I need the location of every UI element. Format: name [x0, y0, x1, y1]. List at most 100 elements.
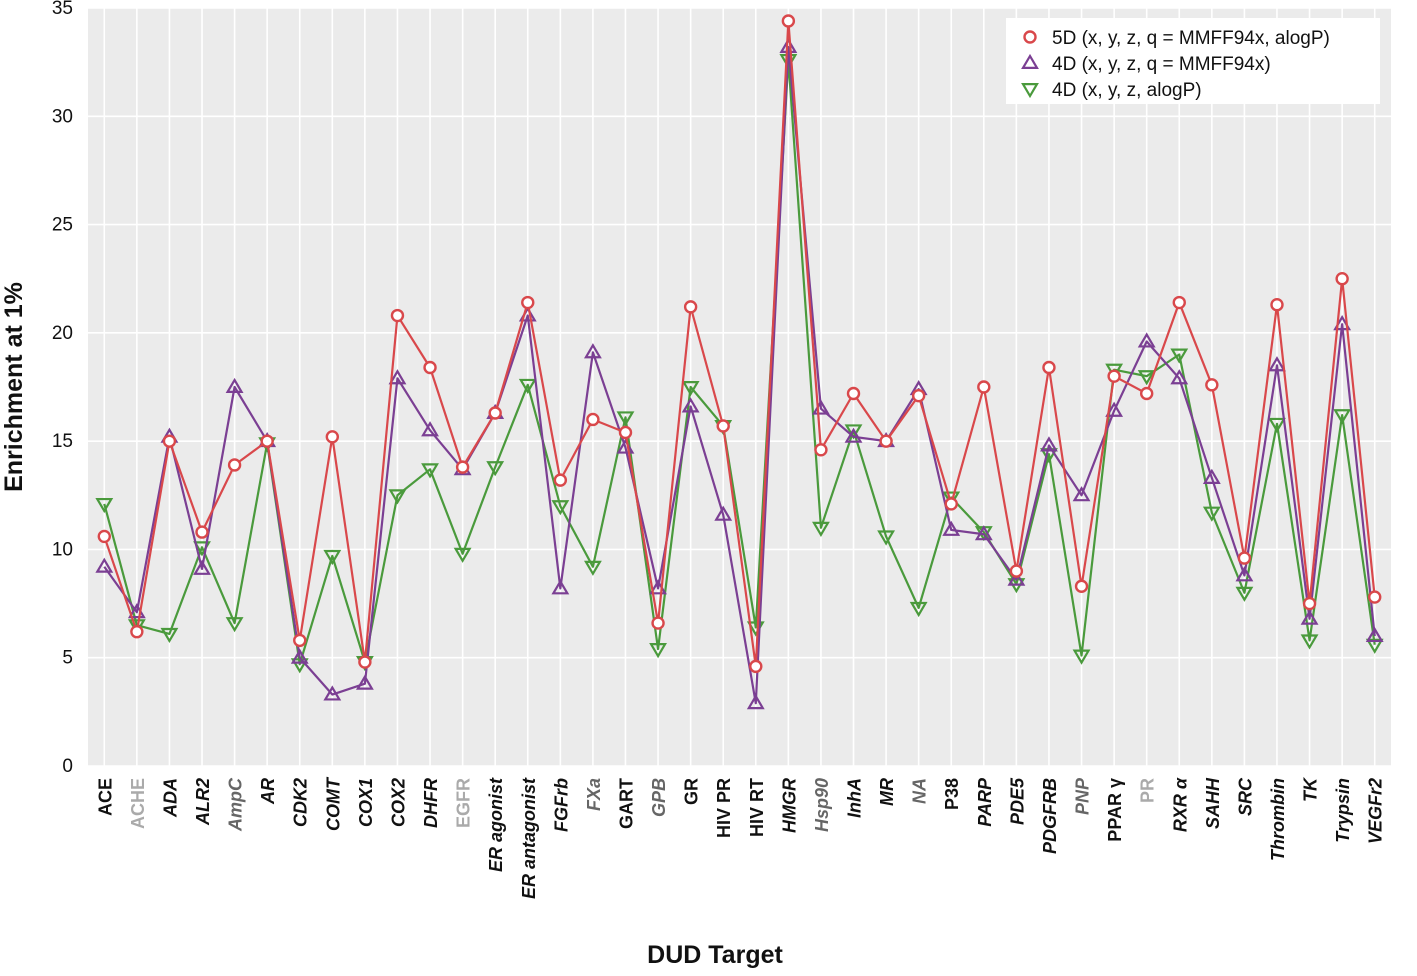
- data-point: [323, 685, 342, 701]
- y-tick-label: 30: [52, 106, 73, 127]
- data-point: [681, 397, 700, 413]
- x-tick-label: DHFR: [421, 778, 441, 828]
- data-point: [486, 461, 505, 477]
- x-tick-label: HMGR: [779, 778, 799, 833]
- x-axis-ticks: ACE ACHE ADA ALR2 AmpC AR CDK2 COMT COX1 COX2 DHFR…: [95, 776, 1385, 899]
- data-point: [1137, 370, 1156, 386]
- data-point: [1302, 596, 1317, 611]
- legend-marker: [1021, 53, 1039, 70]
- x-tick-label: FXa: [584, 778, 604, 811]
- plot-background: [88, 8, 1391, 766]
- x-tick-label: PARP: [975, 777, 995, 827]
- data-point: [97, 529, 111, 544]
- x-tick-label: COMT: [323, 776, 343, 831]
- y-tick-label: 20: [52, 323, 73, 344]
- data-point: [162, 434, 177, 448]
- x-tick-label: ACHE: [128, 778, 148, 829]
- legend-label: 4D (x, y, z, q = MMFF94x): [1052, 54, 1271, 75]
- data-point: [95, 497, 114, 514]
- data-point: [1009, 564, 1024, 578]
- y-tick-label: 15: [52, 431, 73, 452]
- legend-label: 5D (x, y, z, q = MMFF94x, alogP): [1052, 28, 1330, 49]
- series-line: [103, 19, 1376, 668]
- data-point: [814, 443, 828, 457]
- legend-marker: [1023, 30, 1037, 44]
- data-point: [716, 419, 730, 433]
- x-tick-label: ACE: [95, 778, 115, 816]
- data-point: [1107, 369, 1121, 383]
- data-point: [714, 505, 733, 521]
- x-tick-label: PR: [1138, 778, 1158, 803]
- series-3: [95, 53, 1384, 674]
- y-axis-ticks: 0 5 10 15 20 25 30 35: [52, 0, 73, 777]
- data-point: [879, 434, 893, 448]
- data-point: [325, 430, 340, 444]
- x-tick-label: FGFrb: [551, 778, 571, 832]
- x-tick-label: PPAR γ: [1105, 778, 1125, 842]
- data-point: [583, 343, 602, 359]
- data-point: [911, 388, 926, 403]
- x-tick-label: COX2: [388, 778, 408, 827]
- data-point: [1042, 360, 1056, 375]
- legend: 5D (x, y, z, q = MMFF94x, alogP) 4D (x, y…: [1006, 18, 1380, 104]
- data-point: [1268, 417, 1286, 433]
- x-tick-label: TK: [1301, 776, 1321, 802]
- data-point: [583, 560, 602, 576]
- y-axis-label: Enrichment at 1%: [0, 282, 28, 492]
- x-tick-label: Hsp90: [812, 778, 832, 832]
- data-point: [455, 460, 470, 474]
- data-point: [944, 497, 958, 511]
- data-point: [488, 406, 502, 420]
- data-point: [749, 659, 763, 674]
- y-tick-label: 25: [52, 215, 73, 236]
- data-point: [388, 489, 407, 505]
- legend-box: [1006, 18, 1380, 104]
- data-point: [1365, 626, 1384, 643]
- data-point: [1335, 272, 1349, 286]
- x-tick-label: COX1: [356, 778, 376, 827]
- x-tick-label: MR: [877, 778, 897, 806]
- series-1: [97, 14, 1382, 674]
- x-tick-label: ALR2: [193, 778, 213, 826]
- data-point: [388, 369, 407, 385]
- x-tick-label: PDE5: [1007, 777, 1027, 825]
- data-point: [746, 694, 765, 710]
- x-tick-label: SRC: [1235, 777, 1255, 816]
- data-point: [1300, 609, 1319, 625]
- x-tick-label: PDGFRB: [1040, 778, 1060, 854]
- data-point: [1170, 348, 1189, 364]
- data-point: [225, 377, 244, 393]
- data-point: [1368, 590, 1382, 604]
- data-point: [260, 434, 274, 448]
- x-tick-label: GART: [616, 778, 636, 829]
- data-point: [1105, 401, 1124, 417]
- x-tick-label: Thrombin: [1268, 778, 1288, 861]
- data-point: [1007, 570, 1026, 586]
- data-point: [421, 421, 439, 437]
- data-point: [358, 655, 372, 669]
- data-point: [1072, 649, 1091, 665]
- x-tick-label: Trypsin: [1333, 778, 1353, 843]
- legend-items: 5D (x, y, z, q = MMFF94x, alogP) 4D (x, y…: [1021, 28, 1330, 101]
- x-tick-label: HIV RT: [747, 778, 767, 837]
- data-point: [942, 520, 961, 536]
- x-tick-label: PNP: [1073, 777, 1093, 815]
- data-point: [521, 295, 535, 310]
- data-point: [225, 617, 244, 633]
- data-point: [453, 547, 472, 563]
- data-point: [195, 525, 209, 539]
- x-tick-label: ER antagonist: [519, 777, 539, 899]
- x-tick-label: HIV PR: [714, 778, 734, 838]
- data-point: [1300, 634, 1319, 650]
- data-point: [130, 625, 144, 639]
- data-point: [518, 378, 537, 395]
- x-tick-label: ADA: [160, 778, 180, 818]
- y-tick-label: 35: [52, 0, 73, 19]
- data-point: [355, 674, 374, 690]
- data-point: [551, 500, 570, 516]
- x-tick-label: GPB: [649, 778, 669, 817]
- data-point: [846, 386, 861, 401]
- x-tick-label: AR: [258, 778, 278, 805]
- data-point: [844, 424, 863, 440]
- data-point: [618, 425, 633, 440]
